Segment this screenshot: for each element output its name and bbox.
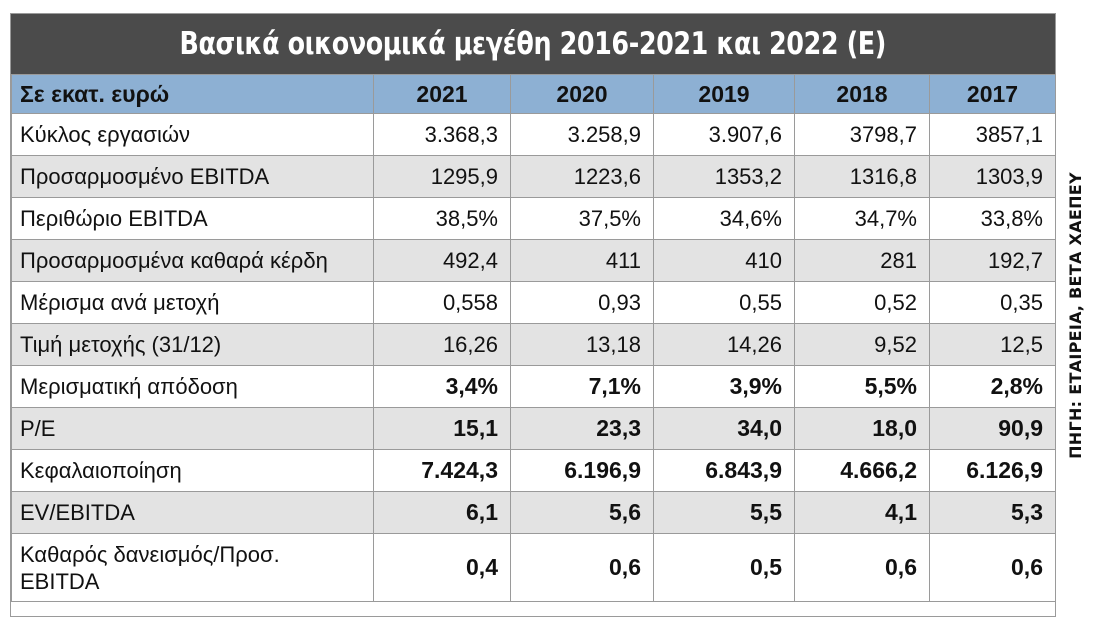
row-label: Τιμή μετοχής (31/12) — [11, 323, 374, 366]
table-row: Τιμή μετοχής (31/12) 16,26 13,18 14,26 9… — [11, 323, 1056, 366]
table-row: EV/EBITDA 6,1 5,6 5,5 4,1 5,3 — [11, 491, 1056, 534]
row-value: 0,52 — [794, 281, 930, 324]
row-value: 3,9% — [653, 365, 795, 408]
row-value: 3,4% — [373, 365, 511, 408]
table-row: Κεφαλαιοποίηση 7.424,3 6.196,9 6.843,9 4… — [11, 449, 1056, 492]
row-value: 3798,7 — [794, 113, 930, 156]
row-value: 1223,6 — [510, 155, 654, 198]
row-value: 492,4 — [373, 239, 511, 282]
table-row: Μερισματική απόδοση 3,4% 7,1% 3,9% 5,5% … — [11, 365, 1056, 408]
row-value: 9,52 — [794, 323, 930, 366]
table-row: Περιθώριο EBITDA 38,5% 37,5% 34,6% 34,7%… — [11, 197, 1056, 240]
row-value: 90,9 — [929, 407, 1056, 450]
row-value: 192,7 — [929, 239, 1056, 282]
row-value: 5,5% — [794, 365, 930, 408]
row-label: Περιθώριο EBITDA — [11, 197, 374, 240]
row-value: 34,6% — [653, 197, 795, 240]
row-value: 0,6 — [510, 533, 654, 602]
table-row: Κύκλος εργασιών 3.368,3 3.258,9 3.907,6 … — [11, 113, 1056, 156]
row-value: 0,93 — [510, 281, 654, 324]
row-value: 5,6 — [510, 491, 654, 534]
row-value: 13,18 — [510, 323, 654, 366]
table-row: P/E 15,1 23,3 34,0 18,0 90,9 — [11, 407, 1056, 450]
header-year: 2021 — [373, 74, 511, 114]
row-value: 0,6 — [794, 533, 930, 602]
row-value: 0,35 — [929, 281, 1056, 324]
row-value: 38,5% — [373, 197, 511, 240]
header-year: 2017 — [929, 74, 1056, 114]
row-value: 2,8% — [929, 365, 1056, 408]
row-label: P/E — [11, 407, 374, 450]
row-value: 0,5 — [653, 533, 795, 602]
row-value: 5,3 — [929, 491, 1056, 534]
row-value: 7.424,3 — [373, 449, 511, 492]
row-value: 6,1 — [373, 491, 511, 534]
row-value: 1303,9 — [929, 155, 1056, 198]
row-value: 6.843,9 — [653, 449, 795, 492]
table-row: Προσαρμοσμένο EBITDA 1295,9 1223,6 1353,… — [11, 155, 1056, 198]
row-value: 4.666,2 — [794, 449, 930, 492]
row-value: 34,7% — [794, 197, 930, 240]
row-value: 4,1 — [794, 491, 930, 534]
row-label: EV/EBITDA — [11, 491, 374, 534]
table-row: Προσαρμοσμένα καθαρά κέρδη 492,4 411 410… — [11, 239, 1056, 282]
row-value: 3.907,6 — [653, 113, 795, 156]
row-value: 34,0 — [653, 407, 795, 450]
row-value: 12,5 — [929, 323, 1056, 366]
table-title: Βασικά οικονομικά μεγέθη 2016-2021 και 2… — [179, 26, 887, 62]
row-value: 6.126,9 — [929, 449, 1056, 492]
row-value: 0,6 — [929, 533, 1056, 602]
header-year: 2018 — [794, 74, 930, 114]
row-value: 1353,2 — [653, 155, 795, 198]
row-value: 0,4 — [373, 533, 511, 602]
row-value: 6.196,9 — [510, 449, 654, 492]
row-value: 281 — [794, 239, 930, 282]
header-year: 2020 — [510, 74, 654, 114]
row-value: 411 — [510, 239, 654, 282]
row-label: Μερισματική απόδοση — [11, 365, 374, 408]
row-value: 1295,9 — [373, 155, 511, 198]
row-label: Καθαρός δανεισμός/Προσ. EBITDA — [11, 533, 374, 602]
header-unit-label: Σε εκατ. ευρώ — [11, 74, 374, 114]
row-value: 5,5 — [653, 491, 795, 534]
header-row: Σε εκατ. ευρώ 2021 2020 2019 2018 2017 — [11, 74, 1056, 114]
source-text: ΠΗΓΗ: ΕΤΑΙΡΕΙΑ, ΒΕΤΑ ΧΑΕΠΕΥ — [1065, 171, 1085, 459]
row-value: 18,0 — [794, 407, 930, 450]
header-year: 2019 — [653, 74, 795, 114]
row-label: Προσαρμοσμένα καθαρά κέρδη — [11, 239, 374, 282]
row-value: 410 — [653, 239, 795, 282]
row-value: 37,5% — [510, 197, 654, 240]
row-value: 14,26 — [653, 323, 795, 366]
row-label: Μέρισμα ανά μετοχή — [11, 281, 374, 324]
row-label: Κύκλος εργασιών — [11, 113, 374, 156]
row-value: 0,558 — [373, 281, 511, 324]
table-title-bar: Βασικά οικονομικά μεγέθη 2016-2021 και 2… — [11, 14, 1055, 74]
source-credit: ΠΗΓΗ: ΕΤΑΙΡΕΙΑ, ΒΕΤΑ ΧΑΕΠΕΥ — [1060, 13, 1090, 617]
row-value: 0,55 — [653, 281, 795, 324]
row-value: 3.368,3 — [373, 113, 511, 156]
row-value: 3857,1 — [929, 113, 1056, 156]
row-value: 15,1 — [373, 407, 511, 450]
row-label: Προσαρμοσμένο EBITDA — [11, 155, 374, 198]
row-value: 7,1% — [510, 365, 654, 408]
financial-table-panel: Βασικά οικονομικά μεγέθη 2016-2021 και 2… — [10, 13, 1056, 617]
row-value: 1316,8 — [794, 155, 930, 198]
row-value: 16,26 — [373, 323, 511, 366]
table-row: Μέρισμα ανά μετοχή 0,558 0,93 0,55 0,52 … — [11, 281, 1056, 324]
row-value: 33,8% — [929, 197, 1056, 240]
row-label: Κεφαλαιοποίηση — [11, 449, 374, 492]
row-value: 23,3 — [510, 407, 654, 450]
table-row: Καθαρός δανεισμός/Προσ. EBITDA 0,4 0,6 0… — [11, 533, 1056, 602]
financial-table: Σε εκατ. ευρώ 2021 2020 2019 2018 2017 Κ… — [11, 74, 1056, 602]
row-value: 3.258,9 — [510, 113, 654, 156]
